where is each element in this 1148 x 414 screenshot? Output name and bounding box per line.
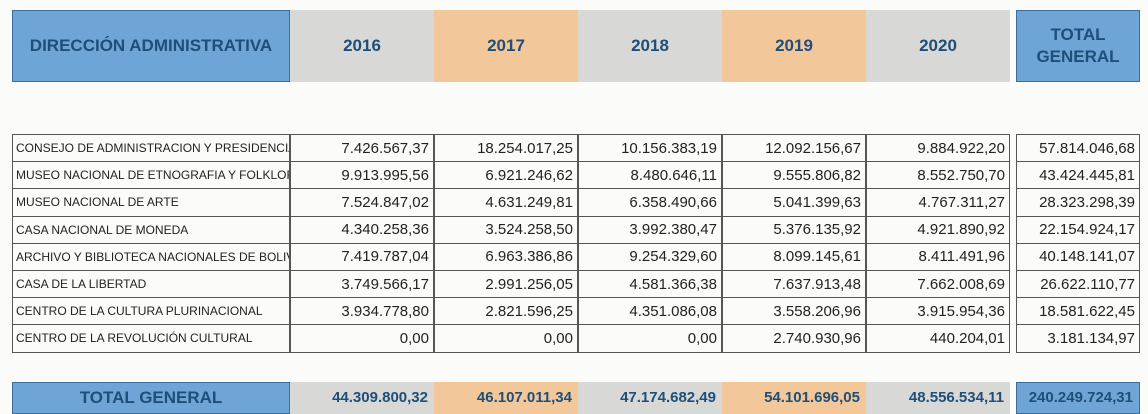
cell-value: 3.934.778,80 [290, 297, 434, 326]
cell-value: 0,00 [578, 324, 722, 353]
total-header: TOTAL GENERAL [1016, 10, 1140, 82]
cell-value: 6.963.386,86 [434, 242, 578, 271]
cell-value: 7.637.913,48 [722, 270, 866, 299]
header-title: DIRECCIÓN ADMINISTRATIVA [12, 10, 290, 82]
cell-value: 3.915.954,36 [866, 297, 1010, 326]
cell-value: 4.767.311,27 [866, 188, 1010, 217]
cell-value: 8.411.491,96 [866, 242, 1010, 271]
cell-value: 4.340.258,36 [290, 215, 434, 244]
cell-value: 6.358.490,66 [578, 188, 722, 217]
cell-value: 4.631.249,81 [434, 188, 578, 217]
cell-value: 5.376.135,92 [722, 215, 866, 244]
cell-value: 28.323.298,39 [1016, 188, 1140, 217]
cell-value: 2.991.256,05 [434, 270, 578, 299]
cell-value: 4.581.366,38 [578, 270, 722, 299]
row-label: CENTRO DE LA CULTURA PLURINACIONAL [12, 297, 290, 326]
row-label: CASA DE LA LIBERTAD [12, 270, 290, 299]
cell-value: 18.254.017,25 [434, 134, 578, 163]
total-label: TOTAL GENERAL [12, 382, 290, 414]
row-label: ARCHIVO Y BIBLIOTECA NACIONALES DE BOLIV… [12, 242, 290, 271]
row-label: CONSEJO DE ADMINISTRACION Y PRESIDENCIA [12, 134, 290, 163]
cell-value: 3.524.258,50 [434, 215, 578, 244]
total-value: 240.249.724,31 [1016, 382, 1140, 414]
cell-value: 12.092.156,67 [722, 134, 866, 163]
year-header: 2017 [434, 10, 578, 82]
cell-value: 22.154.924,17 [1016, 215, 1140, 244]
cell-value: 18.581.622,45 [1016, 297, 1140, 326]
cell-value: 57.814.046,68 [1016, 134, 1140, 163]
cell-value: 40.148.141,07 [1016, 242, 1140, 271]
cell-value: 43.424.445,81 [1016, 161, 1140, 190]
cell-value: 6.921.246,62 [434, 161, 578, 190]
year-header: 2018 [578, 10, 722, 82]
cell-value: 8.552.750,70 [866, 161, 1010, 190]
cell-value: 9.884.922,20 [866, 134, 1010, 163]
cell-value: 26.622.110,77 [1016, 270, 1140, 299]
cell-value: 4.921.890,92 [866, 215, 1010, 244]
cell-value: 3.558.206,96 [722, 297, 866, 326]
cell-value: 9.913.995,56 [290, 161, 434, 190]
row-label: MUSEO NACIONAL DE ETNOGRAFIA Y FOLKLORE [12, 161, 290, 190]
cell-value: 8.480.646,11 [578, 161, 722, 190]
cell-value: 9.254.329,60 [578, 242, 722, 271]
total-value: 46.107.011,34 [434, 382, 578, 414]
cell-value: 0,00 [290, 324, 434, 353]
row-label: MUSEO NACIONAL DE ARTE [12, 188, 290, 217]
cell-value: 2.821.596,25 [434, 297, 578, 326]
cell-value: 9.555.806,82 [722, 161, 866, 190]
cell-value: 440.204,01 [866, 324, 1010, 353]
cell-value: 2.740.930,96 [722, 324, 866, 353]
total-value: 54.101.696,05 [722, 382, 866, 414]
year-header: 2016 [290, 10, 434, 82]
cell-value: 4.351.086,08 [578, 297, 722, 326]
year-header: 2020 [866, 10, 1010, 82]
cell-value: 5.041.399,63 [722, 188, 866, 217]
row-label: CENTRO DE LA REVOLUCIÓN CULTURAL [12, 324, 290, 353]
total-value: 44.309.800,32 [290, 382, 434, 414]
cell-value: 3.181.134,97 [1016, 324, 1140, 353]
total-value: 47.174.682,49 [578, 382, 722, 414]
cell-value: 10.156.383,19 [578, 134, 722, 163]
cell-value: 7.426.567,37 [290, 134, 434, 163]
cell-value: 7.419.787,04 [290, 242, 434, 271]
total-value: 48.556.534,11 [866, 382, 1010, 414]
cell-value: 7.524.847,02 [290, 188, 434, 217]
row-label: CASA NACIONAL DE MONEDA [12, 215, 290, 244]
year-header: 2019 [722, 10, 866, 82]
cell-value: 3.992.380,47 [578, 215, 722, 244]
cell-value: 7.662.008,69 [866, 270, 1010, 299]
cell-value: 8.099.145,61 [722, 242, 866, 271]
cell-value: 3.749.566,17 [290, 270, 434, 299]
cell-value: 0,00 [434, 324, 578, 353]
